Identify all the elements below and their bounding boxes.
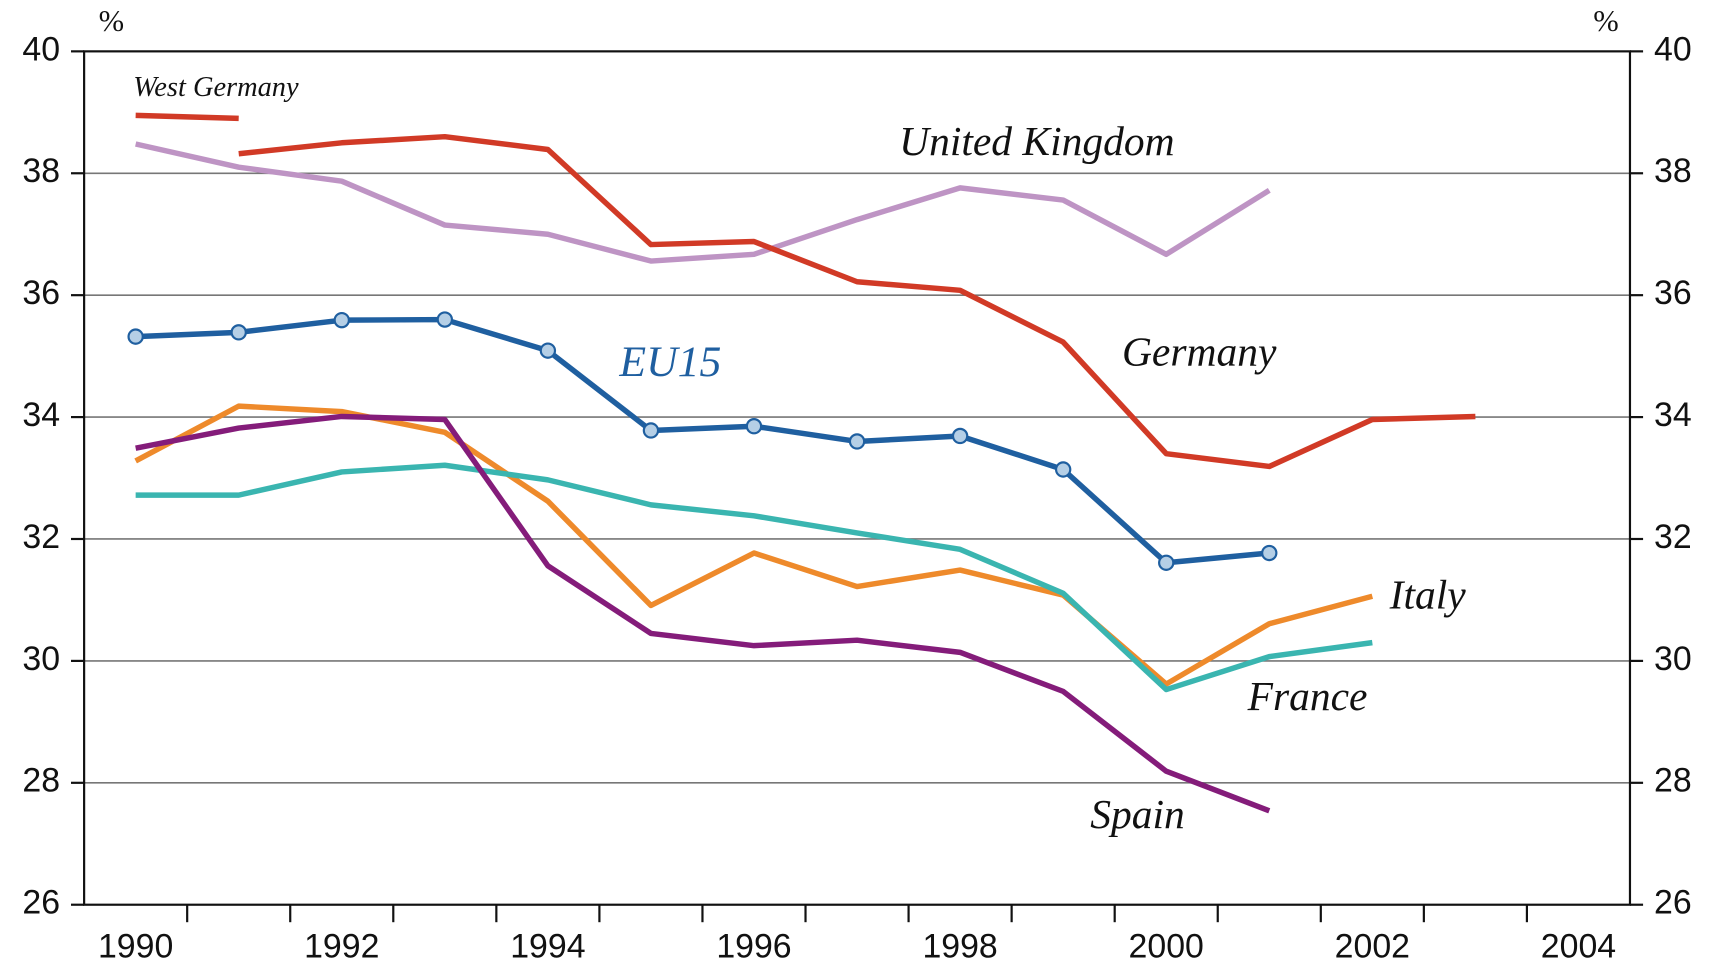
y2-tick-label: 34	[1654, 396, 1692, 434]
y-tick-label: 28	[22, 762, 60, 800]
y-tick-label: 34	[22, 396, 60, 434]
y2-tick-label: 30	[1654, 640, 1692, 678]
y2-tick-label: 32	[1654, 518, 1692, 556]
point-marker	[1054, 461, 1072, 478]
point-marker	[642, 422, 660, 439]
point-marker	[1158, 554, 1175, 571]
x-tick-label: 1992	[304, 927, 379, 965]
point-marker	[127, 328, 144, 345]
y-tick-label: 26	[22, 884, 60, 922]
series-label: United Kingdom	[899, 118, 1174, 164]
point-marker	[1261, 544, 1278, 562]
series-label: Spain	[1090, 791, 1185, 837]
series-line	[135, 316, 1270, 566]
series-line	[135, 112, 239, 122]
y-tick-label: 32	[22, 518, 60, 556]
y-tick-label: 30	[22, 640, 60, 678]
point-marker	[745, 418, 763, 435]
x-tick-label: 1998	[922, 927, 997, 965]
x-tick-label: 2002	[1335, 927, 1410, 965]
series-label: West Germany	[133, 72, 299, 103]
y-tick-label: 38	[22, 152, 60, 190]
point-marker	[436, 311, 454, 328]
point-marker	[951, 427, 969, 445]
y-tick-label: 36	[22, 274, 60, 312]
point-marker	[333, 311, 350, 329]
y2-tick-label: 38	[1654, 152, 1692, 190]
series-line	[238, 133, 1476, 470]
series-label: France	[1247, 673, 1368, 719]
series-line	[134, 403, 1374, 687]
point-marker	[230, 324, 247, 341]
x-tick-label: 1990	[98, 927, 173, 965]
x-tick-label: 1994	[510, 927, 585, 965]
y2-tick-label: 28	[1654, 762, 1692, 800]
series-label: Germany	[1122, 329, 1277, 375]
y2-tick-label: 36	[1654, 274, 1692, 312]
x-tick-label: 1996	[716, 927, 791, 965]
y-axis-unit: %	[99, 4, 124, 38]
y2-axis-unit: %	[1593, 4, 1618, 38]
point-marker	[848, 433, 866, 450]
series-label: Italy	[1389, 571, 1467, 617]
y2-tick-label: 40	[1654, 30, 1692, 68]
series-line	[135, 462, 1373, 693]
series-line	[135, 413, 1271, 814]
series-line	[135, 141, 1271, 264]
plot-frame	[83, 50, 1632, 906]
x-tick-label: 2004	[1541, 927, 1616, 965]
y2-tick-label: 26	[1654, 884, 1692, 922]
x-tick-label: 2000	[1129, 927, 1204, 965]
point-marker	[539, 342, 557, 359]
y-tick-label: 40	[22, 30, 60, 68]
series-label: EU15	[618, 338, 721, 386]
